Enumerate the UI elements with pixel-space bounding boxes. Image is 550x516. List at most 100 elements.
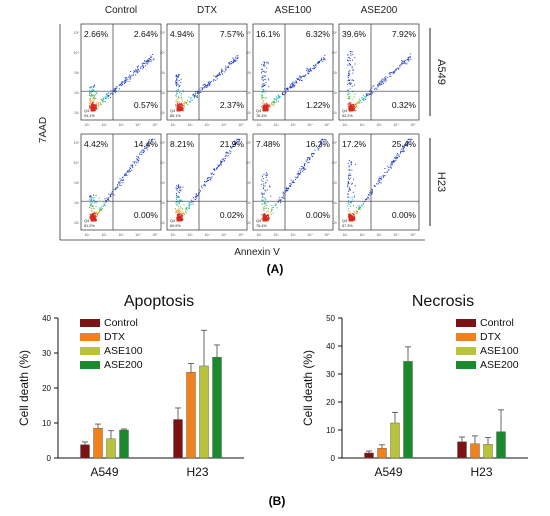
- flow-event: [117, 186, 118, 188]
- x-tick-label: A549: [90, 465, 118, 479]
- flow-event: [352, 69, 354, 71]
- flow-event: [320, 143, 321, 145]
- flow-event: [391, 162, 393, 164]
- bar-control: [364, 452, 374, 459]
- flow-event: [302, 167, 304, 169]
- flow-event: [263, 83, 265, 84]
- flow-event: [179, 209, 181, 211]
- flow-event: [140, 66, 142, 68]
- flow-event: [308, 157, 310, 159]
- flow-event: [176, 188, 178, 190]
- flow-event: [296, 77, 298, 79]
- flow-event: [204, 86, 206, 88]
- flow-event: [394, 160, 396, 162]
- flow-event: [286, 87, 288, 89]
- flow-event: [229, 62, 231, 64]
- flow-event: [349, 197, 351, 199]
- flow-event: [264, 202, 266, 203]
- flow-y-tick-label: 10³: [246, 181, 252, 185]
- flow-event: [349, 189, 351, 191]
- flow-event: [187, 103, 189, 105]
- flow-event: [178, 208, 180, 210]
- flow-event: [347, 194, 349, 196]
- flow-event: [401, 61, 403, 63]
- flow-event: [379, 83, 381, 85]
- flow-event: [218, 165, 220, 167]
- flow-event: [206, 181, 207, 183]
- flow-event: [114, 189, 116, 191]
- flow-event: [93, 96, 95, 98]
- flow-event: [384, 175, 386, 177]
- flow-event: [177, 105, 179, 106]
- flow-event: [235, 143, 237, 144]
- flow-event: [105, 97, 107, 99]
- flow-event: [280, 202, 281, 204]
- flow-event: [179, 206, 181, 208]
- flow-event: [94, 109, 96, 111]
- flow-event: [264, 65, 266, 67]
- flow-event: [299, 170, 301, 172]
- flow-event: [305, 74, 307, 76]
- flow-event: [365, 99, 367, 100]
- flow-event: [349, 177, 351, 179]
- flow-event: [102, 101, 104, 103]
- flow-event: [92, 90, 94, 92]
- flow-event: [209, 82, 211, 83]
- flow-event: [175, 187, 177, 189]
- flow-event: [352, 219, 354, 221]
- flow-event: [207, 81, 209, 83]
- flow-event: [289, 184, 291, 186]
- flow-event: [94, 98, 96, 99]
- flow-y-tick-label: 10⁵: [160, 31, 166, 35]
- quadrant-upper-right-value: 6.32%: [306, 29, 331, 39]
- flow-event: [142, 149, 144, 151]
- flow-event: [385, 77, 387, 79]
- flow-event: [351, 199, 353, 201]
- flow-event: [150, 57, 152, 58]
- flow-event: [176, 209, 178, 211]
- flow-event: [129, 167, 131, 169]
- flow-event: [131, 74, 133, 76]
- flow-event: [178, 107, 180, 109]
- flow-event: [277, 201, 279, 203]
- flow-event: [349, 173, 351, 175]
- quadrant-q4-value: 76.4%: [256, 224, 267, 228]
- flow-event: [227, 67, 229, 69]
- flow-event: [357, 101, 359, 103]
- bar-ase100: [483, 444, 493, 459]
- flow-event: [263, 207, 265, 209]
- flow-event: [91, 206, 93, 208]
- flow-x-tick-label: 10⁵: [238, 233, 244, 237]
- flow-event: [186, 209, 188, 211]
- flow-event: [212, 174, 214, 176]
- flow-x-tick-label: 10⁵: [410, 123, 416, 127]
- flow-event: [402, 151, 404, 153]
- flow-event: [283, 194, 284, 196]
- flow-event: [371, 192, 372, 194]
- flow-event: [154, 138, 156, 140]
- flow-event: [276, 96, 277, 98]
- flow-event: [410, 58, 412, 60]
- flow-event: [185, 101, 187, 103]
- flow-event: [181, 108, 182, 110]
- flow-y-tick-label: 10⁴: [246, 161, 252, 165]
- flow-event: [89, 91, 91, 93]
- flow-event: [145, 147, 147, 149]
- flow-event: [232, 57, 234, 59]
- flow-event: [107, 95, 109, 96]
- flow-event: [93, 210, 95, 212]
- flow-event: [407, 138, 409, 140]
- flow-event: [323, 58, 325, 60]
- flow-event: [149, 58, 151, 60]
- flow-event: [395, 156, 397, 158]
- flow-event: [181, 107, 183, 109]
- flow-event: [184, 107, 186, 109]
- flow-event: [350, 217, 352, 219]
- flow-event: [264, 219, 266, 221]
- flow-event: [182, 201, 184, 203]
- flow-event: [352, 72, 354, 74]
- flow-event: [93, 217, 95, 219]
- flow-event: [178, 103, 180, 105]
- flow-event: [104, 95, 106, 97]
